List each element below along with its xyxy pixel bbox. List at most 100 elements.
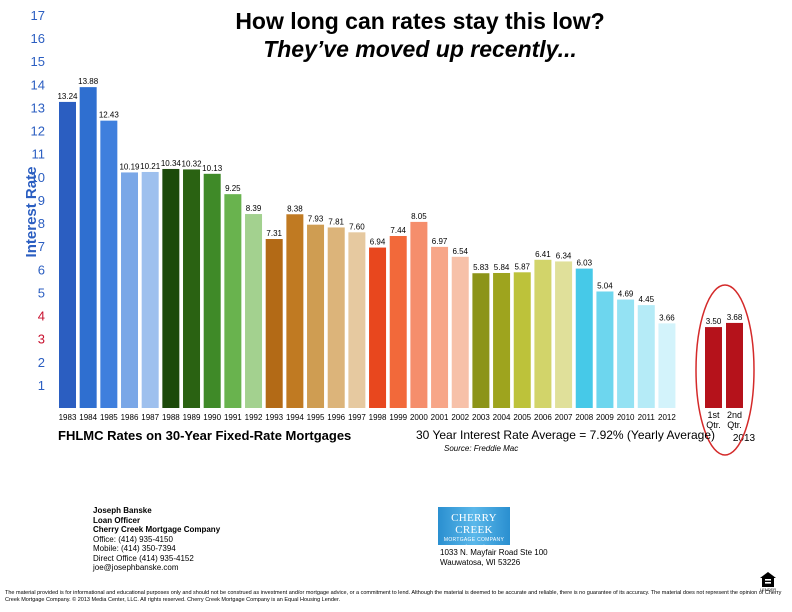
bar-1998 bbox=[369, 247, 387, 408]
contact-title: Loan Officer bbox=[93, 515, 141, 525]
bar-1992 bbox=[245, 214, 263, 408]
bar-1987 bbox=[141, 171, 159, 408]
bar-value-label: 5.87 bbox=[514, 262, 530, 271]
x-tick-label: 1994 bbox=[286, 413, 304, 422]
bar-2009 bbox=[596, 291, 614, 408]
y-tick-label: 6 bbox=[38, 262, 45, 277]
chart-title: How long can rates stay this low? bbox=[235, 8, 605, 34]
bar-1983 bbox=[59, 101, 76, 408]
x-tick-label: 2012 bbox=[658, 413, 676, 422]
bar-2002 bbox=[451, 256, 469, 408]
bar-value-label: 4.45 bbox=[638, 295, 654, 304]
x-tick-label: 2005 bbox=[513, 413, 531, 422]
bar-2011 bbox=[637, 305, 655, 408]
contact-direct-phone: Direct Office (414) 935-4152 bbox=[93, 553, 194, 563]
bar-1989 bbox=[183, 169, 201, 408]
bar-2004 bbox=[493, 272, 511, 408]
y-tick-label: 2 bbox=[38, 355, 45, 370]
x-tick-label: Qtr. bbox=[727, 420, 742, 430]
bar-value-label: 13.88 bbox=[78, 77, 99, 86]
bar-value-label: 10.13 bbox=[202, 164, 223, 173]
x-tick-label: 2nd bbox=[727, 410, 742, 420]
bar-value-label: 6.94 bbox=[370, 238, 386, 247]
bar-value-label: 7.31 bbox=[266, 229, 282, 238]
bar-value-label: 8.05 bbox=[411, 212, 427, 221]
bar-1994 bbox=[286, 214, 304, 408]
x-tick-label: 1991 bbox=[224, 413, 242, 422]
x-tick-label: 1983 bbox=[59, 413, 77, 422]
x-tick-label: 2008 bbox=[575, 413, 593, 422]
bar-1stqtr bbox=[705, 327, 722, 408]
y-tick-label: 5 bbox=[38, 285, 45, 300]
y-tick-label: 11 bbox=[32, 147, 46, 162]
y-tick-label: 3 bbox=[38, 332, 45, 347]
x-tick-label: 2001 bbox=[431, 413, 449, 422]
x-tick-label: 2002 bbox=[451, 413, 469, 422]
x-tick-label: 2007 bbox=[555, 413, 573, 422]
x-tick-label: 1990 bbox=[203, 413, 221, 422]
bar-value-label: 5.83 bbox=[473, 263, 489, 272]
bar-value-label: 10.21 bbox=[140, 162, 161, 171]
x-tick-label: 1993 bbox=[265, 413, 283, 422]
bar-1985 bbox=[100, 120, 118, 408]
bar-1988 bbox=[162, 168, 180, 408]
bar-value-label: 3.68 bbox=[727, 313, 743, 322]
logo-tagline: A tradition of trust bbox=[451, 545, 497, 551]
x-tick-label: 2003 bbox=[472, 413, 490, 422]
bar-1996 bbox=[327, 227, 345, 408]
company-address: 1033 N. Mayfair Road Ste 100 Wauwatosa, … bbox=[440, 548, 548, 568]
source-note: Source: Freddie Mac bbox=[444, 444, 519, 453]
x-tick-label: 2009 bbox=[596, 413, 614, 422]
bar-2000 bbox=[410, 221, 428, 408]
bar-value-label: 3.66 bbox=[659, 313, 675, 322]
equal-housing-lender-icon: LENDER bbox=[758, 572, 778, 592]
x-tick-label: 2011 bbox=[638, 413, 656, 422]
address-line-2: Wauwatosa, WI 53226 bbox=[440, 558, 521, 567]
bar-value-label: 6.54 bbox=[452, 247, 468, 256]
x-tick-label: 1997 bbox=[348, 413, 366, 422]
bar-value-label: 13.24 bbox=[57, 92, 78, 101]
contact-block: Joseph Banske Loan Officer Cherry Creek … bbox=[93, 506, 220, 573]
bar-2006 bbox=[534, 259, 552, 408]
average-rate-note: 30 Year Interest Rate Average = 7.92% (Y… bbox=[416, 428, 715, 442]
y-tick-label: 1 bbox=[38, 378, 45, 393]
bar-value-label: 7.81 bbox=[328, 217, 344, 226]
x-tick-label: 1996 bbox=[327, 413, 345, 422]
x-tick-label: 1986 bbox=[121, 413, 139, 422]
bar-value-label: 4.69 bbox=[618, 290, 634, 299]
bar-value-label: 10.32 bbox=[182, 159, 203, 168]
y-tick-label: 7 bbox=[38, 239, 45, 254]
bar-1993 bbox=[265, 239, 283, 408]
bar-2008 bbox=[575, 268, 593, 408]
bar-1995 bbox=[307, 224, 325, 408]
contact-email: joe@josephbanske.com bbox=[93, 563, 179, 572]
bar-2007 bbox=[555, 261, 573, 408]
bar-1986 bbox=[121, 172, 139, 408]
bar-1997 bbox=[348, 232, 366, 408]
x-axis-title: FHLMC Rates on 30-Year Fixed-Rate Mortga… bbox=[58, 428, 352, 443]
contact-company: Cherry Creek Mortgage Company bbox=[93, 525, 221, 534]
x-tick-label: Qtr. bbox=[706, 420, 721, 430]
bar-1999 bbox=[389, 236, 407, 408]
x-tick-label: 2006 bbox=[534, 413, 552, 422]
x-tick-label: 2000 bbox=[410, 413, 428, 422]
y-tick-label: 8 bbox=[38, 216, 45, 231]
bar-2005 bbox=[513, 272, 531, 408]
contact-office-phone: Office: (414) 935-4150 bbox=[93, 534, 173, 544]
x-tick-label: 1987 bbox=[141, 413, 159, 422]
x-tick-label: 2010 bbox=[617, 413, 635, 422]
y-tick-label: 14 bbox=[31, 77, 45, 92]
y-tick-label: 15 bbox=[31, 54, 45, 69]
x-tick-label: 1999 bbox=[389, 413, 407, 422]
bar-value-label: 8.39 bbox=[246, 204, 262, 213]
bar-2ndqtr bbox=[726, 322, 743, 408]
bar-value-label: 10.34 bbox=[161, 159, 182, 168]
company-logo: CHERRY CREEK MORTGAGE COMPANY A traditio… bbox=[438, 507, 510, 551]
bar-value-label: 12.43 bbox=[99, 111, 120, 120]
bar-value-label: 5.84 bbox=[494, 263, 510, 272]
logo-name: CHERRY CREEK bbox=[451, 512, 497, 536]
bar-value-label: 6.03 bbox=[576, 259, 592, 268]
x-tick-label: 1984 bbox=[79, 413, 97, 422]
bar-value-label: 7.60 bbox=[349, 222, 365, 231]
contact-name: Joseph Banske bbox=[93, 506, 152, 515]
